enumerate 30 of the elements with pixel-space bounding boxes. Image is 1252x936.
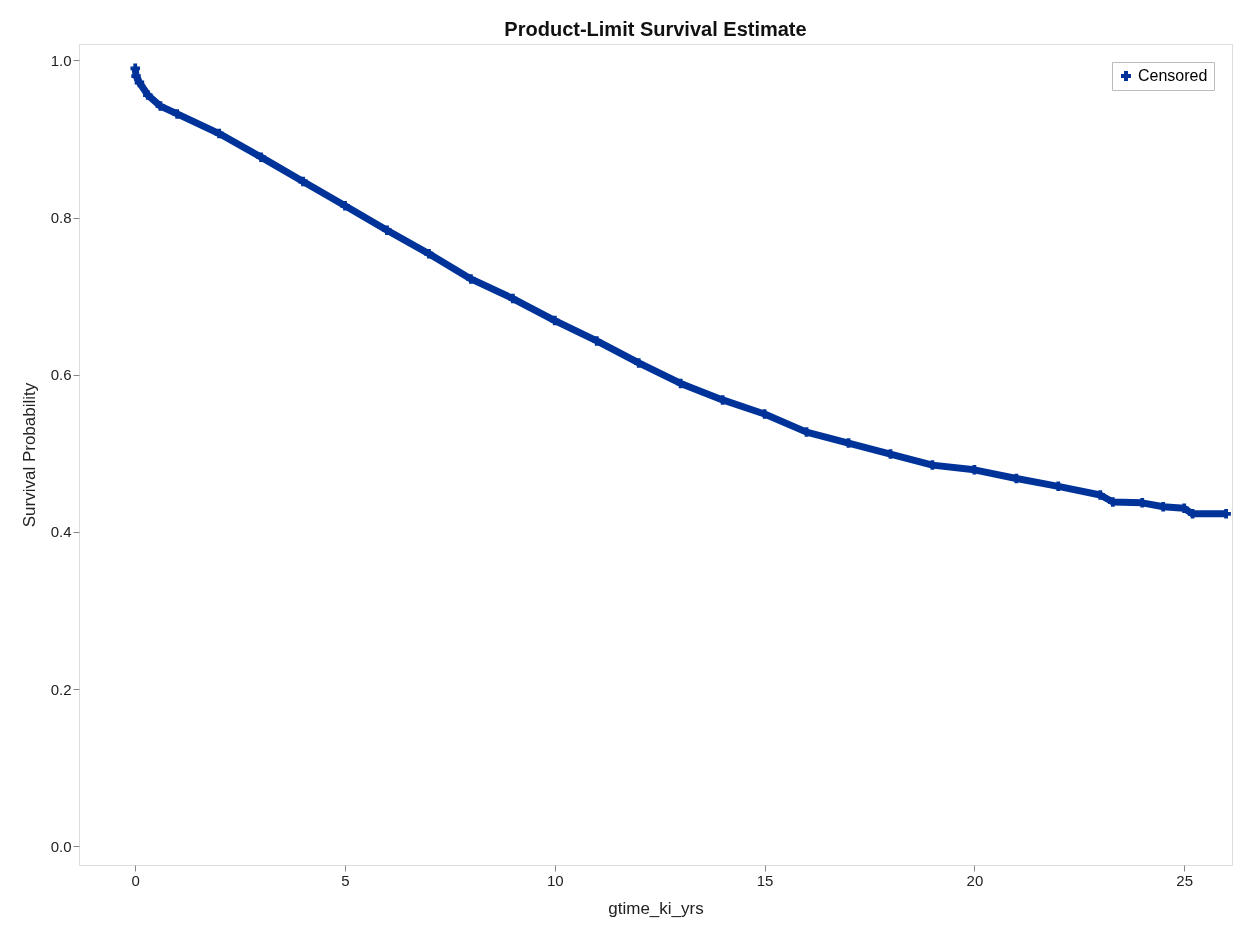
point [143,90,153,100]
y-tick-label: 0.8 [50,209,72,227]
y-tick-label: 0.2 [50,680,72,698]
point [550,315,560,326]
x-tick-label: 5 [341,871,350,889]
point [172,109,182,119]
point [424,249,434,259]
point [214,128,224,139]
y-tick-label: 1.0 [50,52,72,69]
point [466,274,476,284]
x-axis-title: gtime_ki_yrs [608,898,704,918]
point [508,293,518,304]
y-tick-label: 0.6 [50,366,72,384]
x-tick-label: 10 [546,871,564,889]
x-tick-label: 25 [1176,871,1194,889]
point [382,225,392,235]
point [256,152,266,162]
point [155,101,166,111]
point [633,358,644,368]
chart-title: Product-Limit Survival Estimate [504,18,807,40]
point [298,176,308,187]
x-tick-label: 0 [131,871,140,889]
point [592,336,602,346]
x-tick-label: 20 [966,871,984,889]
point [340,201,350,211]
legend-label: Censored [1138,67,1208,84]
y-tick-label: 0.0 [50,837,72,855]
x-tick-label: 15 [756,871,774,889]
y-tick-label: 0.4 [50,523,72,541]
y-axis-title: Survival Probability [19,382,39,528]
